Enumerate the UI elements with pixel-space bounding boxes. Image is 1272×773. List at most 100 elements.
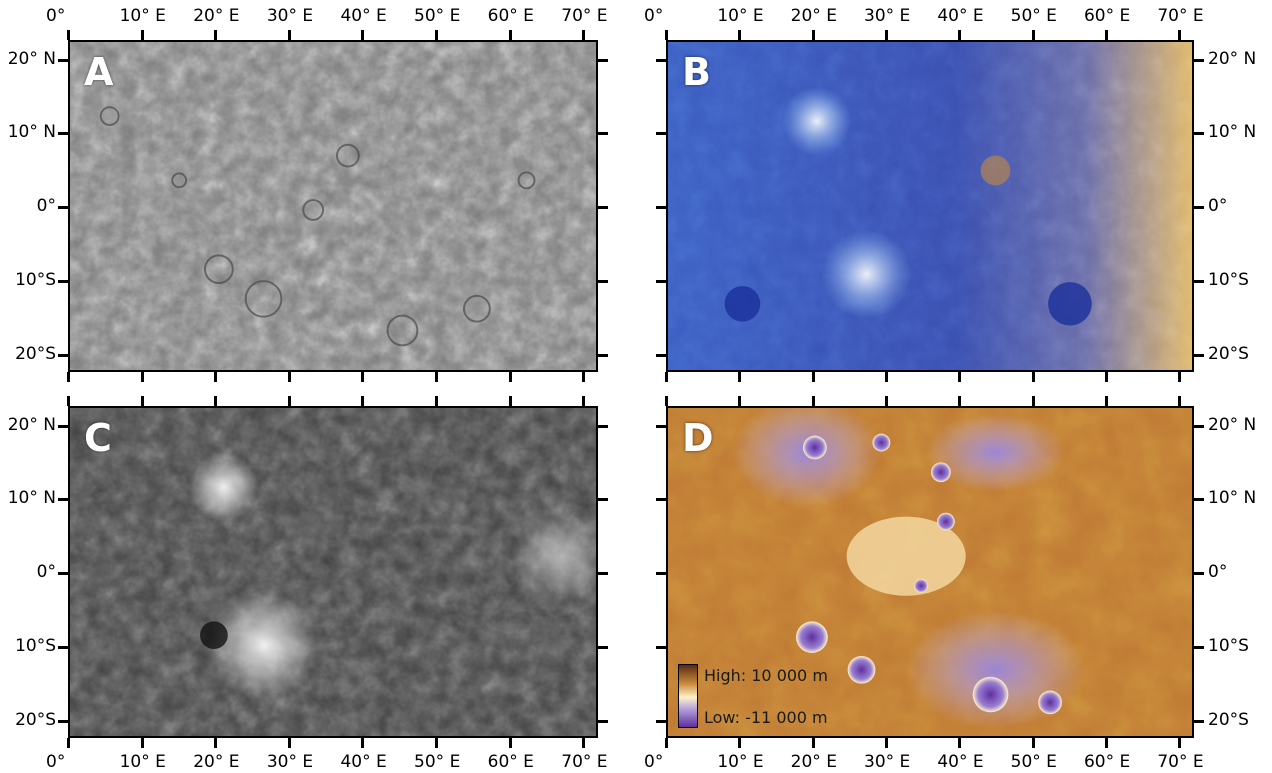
y-tick-mark <box>598 132 608 136</box>
x-tick-mark <box>508 30 512 40</box>
y-tick-mark <box>656 424 666 428</box>
x-tick-label: 40° E <box>937 752 984 772</box>
y-tick-label: 10° N <box>7 488 56 509</box>
x-tick-label: 60° E <box>1083 6 1131 26</box>
y-tick-mark <box>1194 424 1204 428</box>
x-tick-mark <box>958 30 962 40</box>
x-tick-label: 60° E <box>487 752 534 772</box>
legend-low-label: Low: -11 000 m <box>704 708 828 727</box>
panel-d-image <box>668 408 1192 736</box>
x-tick-mark <box>508 396 512 406</box>
y-tick-mark <box>1194 58 1204 62</box>
x-tick-mark <box>214 396 218 406</box>
y-tick-mark <box>656 206 666 210</box>
panel-b-image <box>668 42 1192 370</box>
y-tick-label: 20° N <box>1208 414 1257 435</box>
x-tick-label: 20° E <box>790 752 837 772</box>
x-tick-label: 30° E <box>266 752 314 772</box>
x-tick-mark <box>1104 30 1108 40</box>
y-tick-mark <box>598 206 608 210</box>
y-tick-mark <box>598 279 608 283</box>
x-tick-mark <box>67 372 70 382</box>
y-tick-label: 20°S <box>15 709 56 730</box>
y-tick-mark <box>1194 719 1204 723</box>
panel-c-image <box>70 408 596 736</box>
x-tick-label: 60° E <box>487 6 534 26</box>
panel-a-image <box>70 42 596 370</box>
x-tick-mark <box>958 738 962 748</box>
y-tick-label: 20° N <box>7 414 56 435</box>
x-tick-label: 10° E <box>717 6 764 26</box>
x-tick-mark <box>1031 372 1035 382</box>
y-tick-mark <box>58 132 68 136</box>
x-tick-label: 40° E <box>340 6 387 26</box>
x-tick-mark <box>885 372 889 382</box>
y-tick-mark <box>598 424 608 428</box>
x-tick-mark <box>582 396 586 406</box>
x-tick-mark <box>811 396 815 406</box>
x-tick-mark <box>811 738 815 748</box>
x-tick-mark <box>582 372 586 382</box>
y-tick-mark <box>1194 132 1204 136</box>
x-tick-label: 70° E <box>561 6 608 26</box>
x-tick-mark <box>885 396 889 406</box>
y-tick-mark <box>656 279 666 283</box>
y-tick-mark <box>1194 645 1204 649</box>
x-tick-label: 50° E <box>414 752 461 772</box>
x-tick-label: 10° E <box>119 6 166 26</box>
panel-label-c: C <box>84 416 112 460</box>
x-tick-mark <box>361 738 365 748</box>
x-tick-mark <box>361 30 365 40</box>
y-tick-mark <box>58 424 68 428</box>
y-tick-mark <box>1194 572 1204 576</box>
x-tick-label: 50° E <box>1010 752 1057 772</box>
x-tick-mark <box>508 738 512 748</box>
x-tick-mark <box>361 396 365 406</box>
x-tick-mark <box>140 30 144 40</box>
x-tick-mark <box>214 738 218 748</box>
x-tick-mark <box>287 30 291 40</box>
y-tick-label: 20°S <box>15 343 56 364</box>
x-tick-mark <box>1104 738 1108 748</box>
y-tick-mark <box>598 498 608 502</box>
x-tick-mark <box>958 372 962 382</box>
x-tick-mark <box>287 396 291 406</box>
y-tick-mark <box>58 498 68 502</box>
x-tick-mark <box>1031 396 1035 406</box>
legend-high-label: High: 10 000 m <box>704 666 828 685</box>
y-tick-mark <box>598 645 608 649</box>
x-tick-mark <box>361 372 365 382</box>
x-tick-mark <box>811 372 815 382</box>
x-tick-mark <box>140 396 144 406</box>
x-tick-label: 20° E <box>193 6 240 26</box>
x-tick-mark <box>1104 372 1108 382</box>
y-tick-label: 20° N <box>1208 48 1257 69</box>
x-tick-mark <box>1104 396 1108 406</box>
x-tick-mark <box>140 738 144 748</box>
x-tick-mark <box>738 372 742 382</box>
x-tick-mark <box>1031 738 1035 748</box>
y-tick-label: 10° N <box>1208 122 1257 143</box>
panel-c-map: C <box>68 406 598 738</box>
y-tick-label: 20° N <box>7 48 56 69</box>
x-tick-label: 40° E <box>937 6 984 26</box>
x-tick-label: 10° E <box>717 752 764 772</box>
x-tick-mark <box>67 396 70 406</box>
x-tick-mark <box>287 372 291 382</box>
x-tick-mark <box>435 396 439 406</box>
x-tick-mark <box>665 396 668 406</box>
y-tick-mark <box>58 279 68 283</box>
x-tick-mark <box>435 30 439 40</box>
y-tick-label: 0° <box>36 562 56 583</box>
y-tick-mark <box>598 353 608 357</box>
x-tick-label: 20° E <box>790 6 837 26</box>
elevation-colorbar <box>678 664 698 728</box>
x-tick-mark <box>435 372 439 382</box>
x-tick-label: 30° E <box>864 6 911 26</box>
x-tick-mark <box>738 396 742 406</box>
y-tick-mark <box>58 645 68 649</box>
x-tick-mark <box>665 738 668 748</box>
x-tick-mark <box>1178 372 1182 382</box>
x-tick-mark <box>885 30 889 40</box>
x-tick-label: 10° E <box>119 752 166 772</box>
